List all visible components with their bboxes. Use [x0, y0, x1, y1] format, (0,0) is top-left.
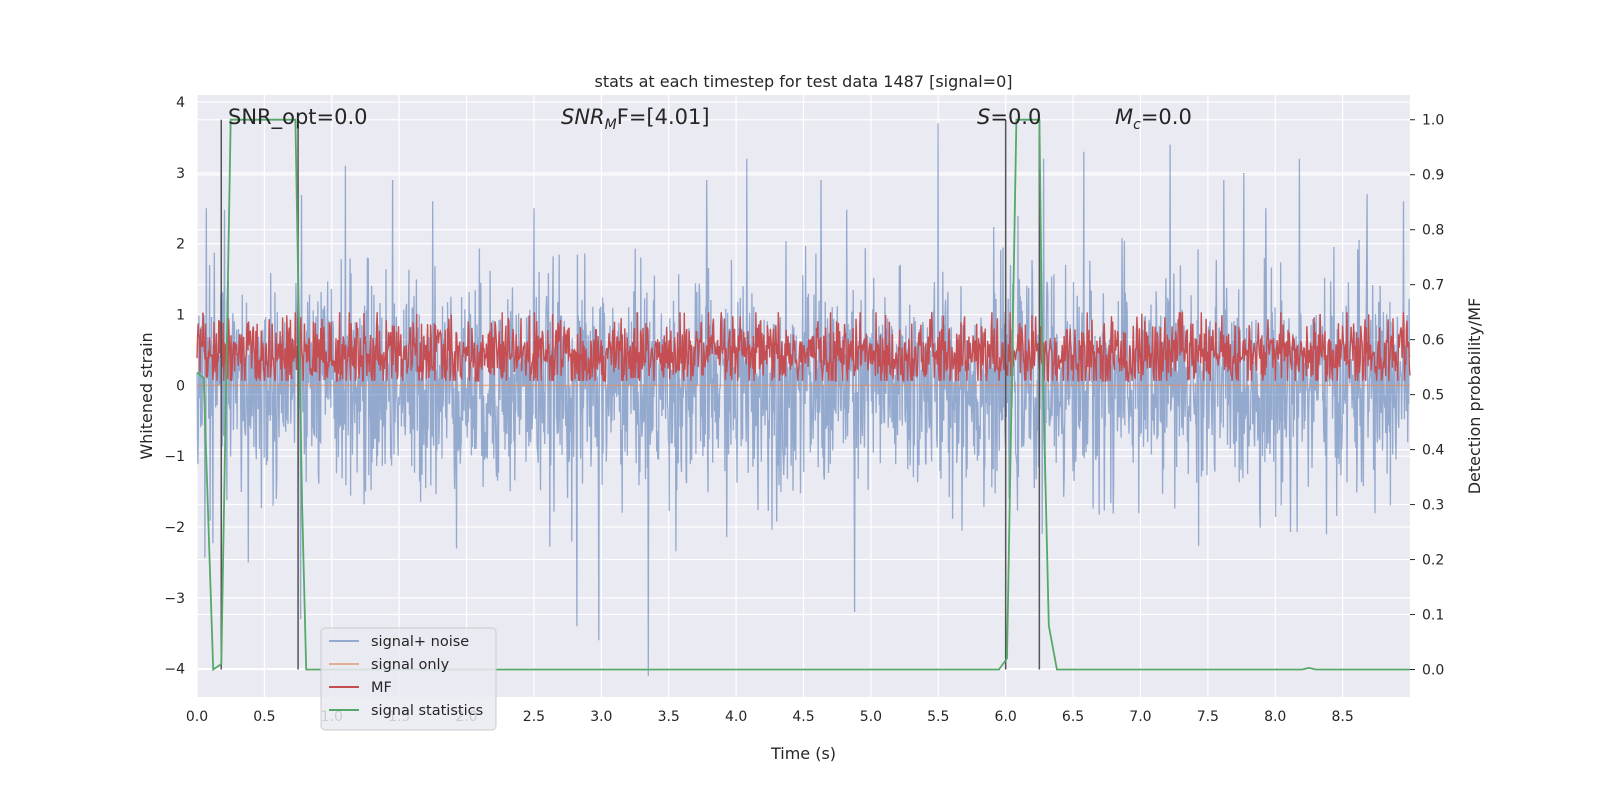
y-tick-label-left: 0 — [176, 378, 185, 394]
x-tick-label: 5.5 — [927, 709, 949, 725]
y-tick-label-right: 0.5 — [1422, 388, 1444, 404]
legend-label: MF — [371, 680, 392, 696]
y-tick-label-right: 0.3 — [1422, 498, 1444, 514]
x-tick-label: 5.0 — [860, 709, 882, 725]
mc-sub: c — [1133, 117, 1141, 133]
snr-mf-sub: M — [605, 117, 617, 133]
y-tick-label-right: 0.0 — [1422, 663, 1444, 679]
mc-base: M — [1115, 105, 1133, 129]
snr-mf-rest: F=[4.01] — [617, 105, 710, 129]
y-tick-label-right: 0.9 — [1422, 168, 1444, 184]
y-tick-label-left: 4 — [176, 95, 185, 111]
y-tick-label-right: 0.1 — [1422, 608, 1444, 624]
y-tick-label-left: −4 — [164, 662, 185, 678]
annotation-snr-opt: SNR_opt=0.0 — [228, 105, 368, 130]
x-tick-label: 3.0 — [590, 709, 612, 725]
x-tick-label: 0.5 — [253, 709, 275, 725]
annotation-s: S=0.0 — [977, 105, 1041, 129]
x-tick-label: 6.0 — [995, 709, 1017, 725]
y-tick-label-right: 0.7 — [1422, 278, 1444, 294]
mc-rest: =0.0 — [1141, 105, 1192, 129]
mf-series — [196, 312, 1411, 383]
annotation-snr-mf: SNRMF=[4.01] — [561, 105, 710, 133]
s-rest: =0.0 — [990, 105, 1041, 129]
y-tick-label-right: 1.0 — [1422, 113, 1444, 129]
x-tick-label: 4.0 — [725, 709, 747, 725]
y-tick-label-left: −1 — [164, 449, 185, 465]
y-tick-label-right: 0.6 — [1422, 333, 1444, 349]
y-tick-label-left: 3 — [176, 166, 185, 182]
legend: signal+ noise signal only MF signal statist… — [320, 627, 497, 731]
x-tick-label: 6.5 — [1062, 709, 1084, 725]
x-tick-label: 3.5 — [658, 709, 680, 725]
vertical-markers — [220, 119, 1041, 670]
x-tick-label: 8.5 — [1331, 709, 1353, 725]
y-tick-label-right: 0.4 — [1422, 443, 1444, 459]
s-italic: S — [977, 105, 990, 129]
y-axis-label-right: Detection probability/MF — [1465, 298, 1484, 495]
y-tick-label-right: 0.2 — [1422, 553, 1444, 569]
y-tick-label-left: −3 — [164, 591, 185, 607]
legend-box — [320, 627, 497, 731]
annotation-mc: Mc=0.0 — [1115, 105, 1192, 133]
y-tick-label-left: 2 — [176, 237, 185, 253]
mf-line — [196, 312, 1411, 383]
legend-label: signal statistics — [371, 703, 483, 719]
y-tick-label-left: 1 — [176, 308, 185, 324]
signal-statistics-series — [196, 118, 1410, 672]
x-tick-label: 0.0 — [186, 709, 208, 725]
x-tick-label: 4.5 — [792, 709, 814, 725]
signal-statistics-line — [196, 118, 1410, 672]
y-axis-label-left: Whitened strain — [137, 332, 156, 459]
tick-labels: 0.00.51.01.52.02.53.03.54.04.55.05.56.06… — [164, 95, 1444, 725]
snr-mf-base: SNR — [561, 105, 605, 129]
chart-title: stats at each timestep for test data 148… — [594, 72, 1012, 91]
legend-label: signal only — [371, 657, 450, 673]
x-axis-label: Time (s) — [770, 744, 836, 763]
legend-label: signal+ noise — [371, 634, 469, 650]
y-tick-label-right: 0.8 — [1422, 223, 1444, 239]
x-tick-label: 8.0 — [1264, 709, 1286, 725]
x-tick-label: 2.5 — [523, 709, 545, 725]
y-tick-label-left: −2 — [164, 520, 185, 536]
x-tick-label: 7.5 — [1197, 709, 1219, 725]
x-tick-label: 7.0 — [1129, 709, 1151, 725]
